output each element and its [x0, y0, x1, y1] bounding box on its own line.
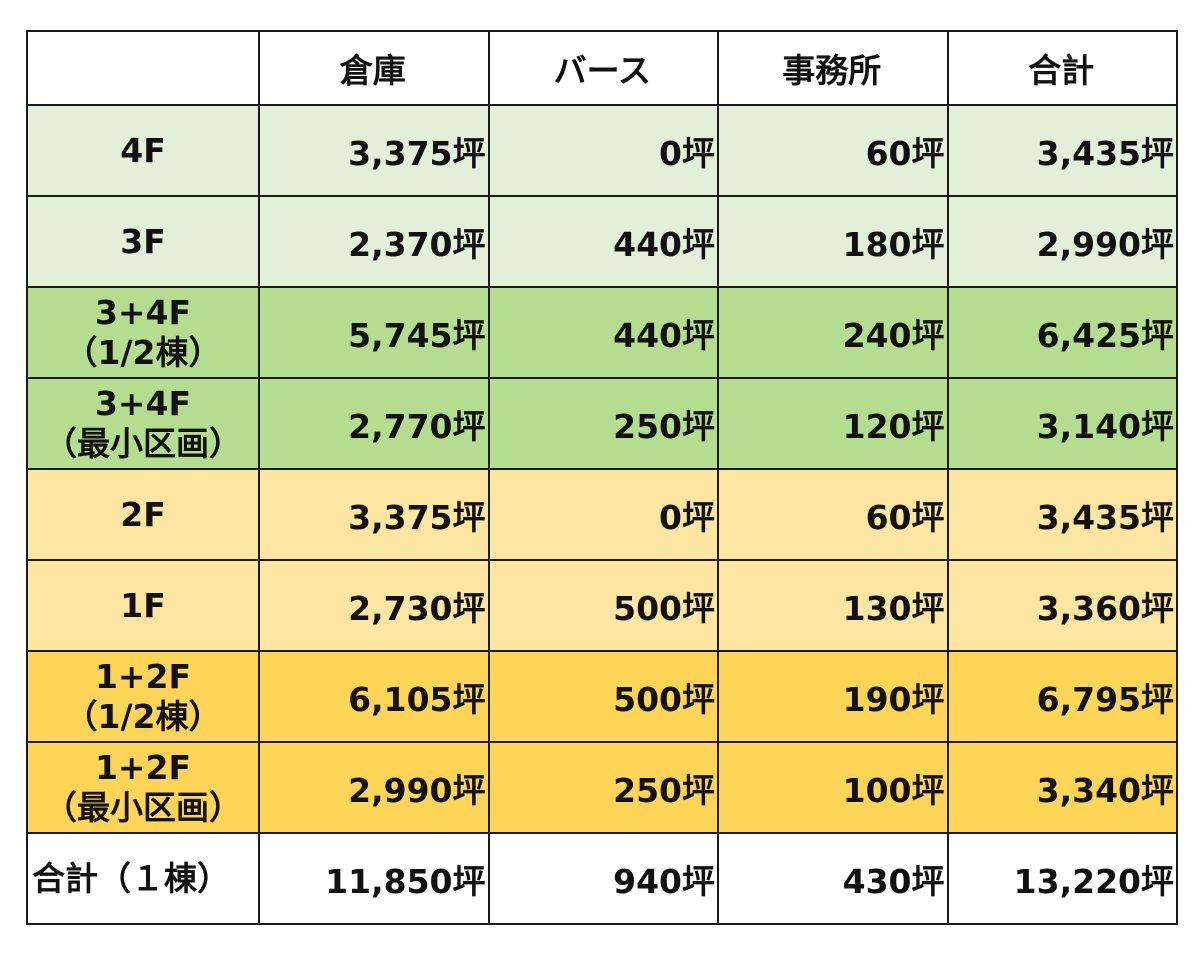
table-row: 3+4F （最小区画） 2,770坪 250坪 120坪 3,140坪	[26, 377, 1178, 470]
row-label-line: 3+4F	[94, 383, 192, 423]
warehouse-cell: 11,850坪	[258, 832, 490, 925]
table-row: 合計（１棟） 11,850坪 940坪 430坪 13,220坪	[26, 832, 1178, 925]
table-header: 倉庫 バース 事務所 合計	[26, 30, 1178, 106]
row-label-cell: 3+4F （1/2棟）	[26, 286, 260, 379]
office-cell: 130坪	[717, 559, 949, 652]
berth-cell: 0坪	[487, 104, 719, 197]
warehouse-cell: 2,730坪	[258, 559, 490, 652]
total-cell: 3,360坪	[946, 559, 1178, 652]
warehouse-cell: 3,375坪	[258, 104, 490, 197]
office-cell: 240坪	[717, 286, 949, 379]
total-cell: 6,795坪	[946, 650, 1178, 743]
table-row: 1+2F （最小区画） 2,990坪 250坪 100坪 3,340坪	[26, 741, 1178, 834]
row-label-line: 4F	[120, 130, 166, 170]
berth-cell: 440坪	[487, 195, 719, 288]
office-cell: 180坪	[717, 195, 949, 288]
table-row: 1F 2,730坪 500坪 130坪 3,360坪	[26, 559, 1178, 652]
row-label-cell: 3F	[26, 195, 260, 288]
row-label-cell: 1+2F （1/2棟）	[26, 650, 260, 743]
row-label-line: 2F	[120, 494, 166, 534]
berth-cell: 500坪	[487, 650, 719, 743]
header-cell-total: 合計	[946, 30, 1178, 106]
office-cell: 120坪	[717, 377, 949, 470]
total-cell: 13,220坪	[946, 832, 1178, 925]
row-label-line: （1/2棟）	[64, 696, 222, 736]
floor-area-table: 倉庫 バース 事務所 合計 4F 3,375坪 0坪 60坪 3,435坪 3F 2,370…	[26, 30, 1178, 925]
total-cell: 6,425坪	[946, 286, 1178, 379]
table-body: 4F 3,375坪 0坪 60坪 3,435坪 3F 2,370坪 440坪 180坪 2,990…	[26, 104, 1178, 925]
office-cell: 60坪	[717, 468, 949, 561]
total-cell: 3,340坪	[946, 741, 1178, 834]
total-cell: 3,140坪	[946, 377, 1178, 470]
table-row: 1+2F （1/2棟） 6,105坪 500坪 190坪 6,795坪	[26, 650, 1178, 743]
total-cell: 3,435坪	[946, 104, 1178, 197]
row-label-line: 3+4F	[94, 292, 192, 332]
header-cell-empty	[26, 30, 260, 106]
row-label-line: 1+2F	[94, 747, 192, 787]
header-row: 倉庫 バース 事務所 合計	[26, 30, 1178, 106]
row-label-line: 合計（１棟）	[32, 858, 230, 898]
row-label-cell: 合計（１棟）	[26, 832, 260, 925]
row-label-line: 1+2F	[94, 656, 192, 696]
warehouse-cell: 6,105坪	[258, 650, 490, 743]
warehouse-cell: 5,745坪	[258, 286, 490, 379]
berth-cell: 440坪	[487, 286, 719, 379]
office-cell: 60坪	[717, 104, 949, 197]
header-cell-berth: バース	[487, 30, 719, 106]
warehouse-cell: 2,990坪	[258, 741, 490, 834]
warehouse-cell: 2,770坪	[258, 377, 490, 470]
table-row: 2F 3,375坪 0坪 60坪 3,435坪	[26, 468, 1178, 561]
berth-cell: 250坪	[487, 377, 719, 470]
table-row: 4F 3,375坪 0坪 60坪 3,435坪	[26, 104, 1178, 197]
row-label-cell: 3+4F （最小区画）	[26, 377, 260, 470]
warehouse-cell: 3,375坪	[258, 468, 490, 561]
berth-cell: 250坪	[487, 741, 719, 834]
office-cell: 100坪	[717, 741, 949, 834]
header-cell-office: 事務所	[717, 30, 949, 106]
berth-cell: 940坪	[487, 832, 719, 925]
office-cell: 190坪	[717, 650, 949, 743]
row-label-line: 3F	[120, 221, 166, 261]
berth-cell: 500坪	[487, 559, 719, 652]
row-label-line: （最小区画）	[44, 423, 242, 463]
row-label-line: （1/2棟）	[64, 332, 222, 372]
table-row: 3F 2,370坪 440坪 180坪 2,990坪	[26, 195, 1178, 288]
row-label-line: （最小区画）	[44, 787, 242, 827]
total-cell: 3,435坪	[946, 468, 1178, 561]
warehouse-cell: 2,370坪	[258, 195, 490, 288]
row-label-cell: 2F	[26, 468, 260, 561]
total-cell: 2,990坪	[946, 195, 1178, 288]
table-row: 3+4F （1/2棟） 5,745坪 440坪 240坪 6,425坪	[26, 286, 1178, 379]
row-label-line: 1F	[120, 585, 166, 625]
row-label-cell: 4F	[26, 104, 260, 197]
row-label-cell: 1+2F （最小区画）	[26, 741, 260, 834]
header-cell-warehouse: 倉庫	[258, 30, 490, 106]
berth-cell: 0坪	[487, 468, 719, 561]
office-cell: 430坪	[717, 832, 949, 925]
row-label-cell: 1F	[26, 559, 260, 652]
